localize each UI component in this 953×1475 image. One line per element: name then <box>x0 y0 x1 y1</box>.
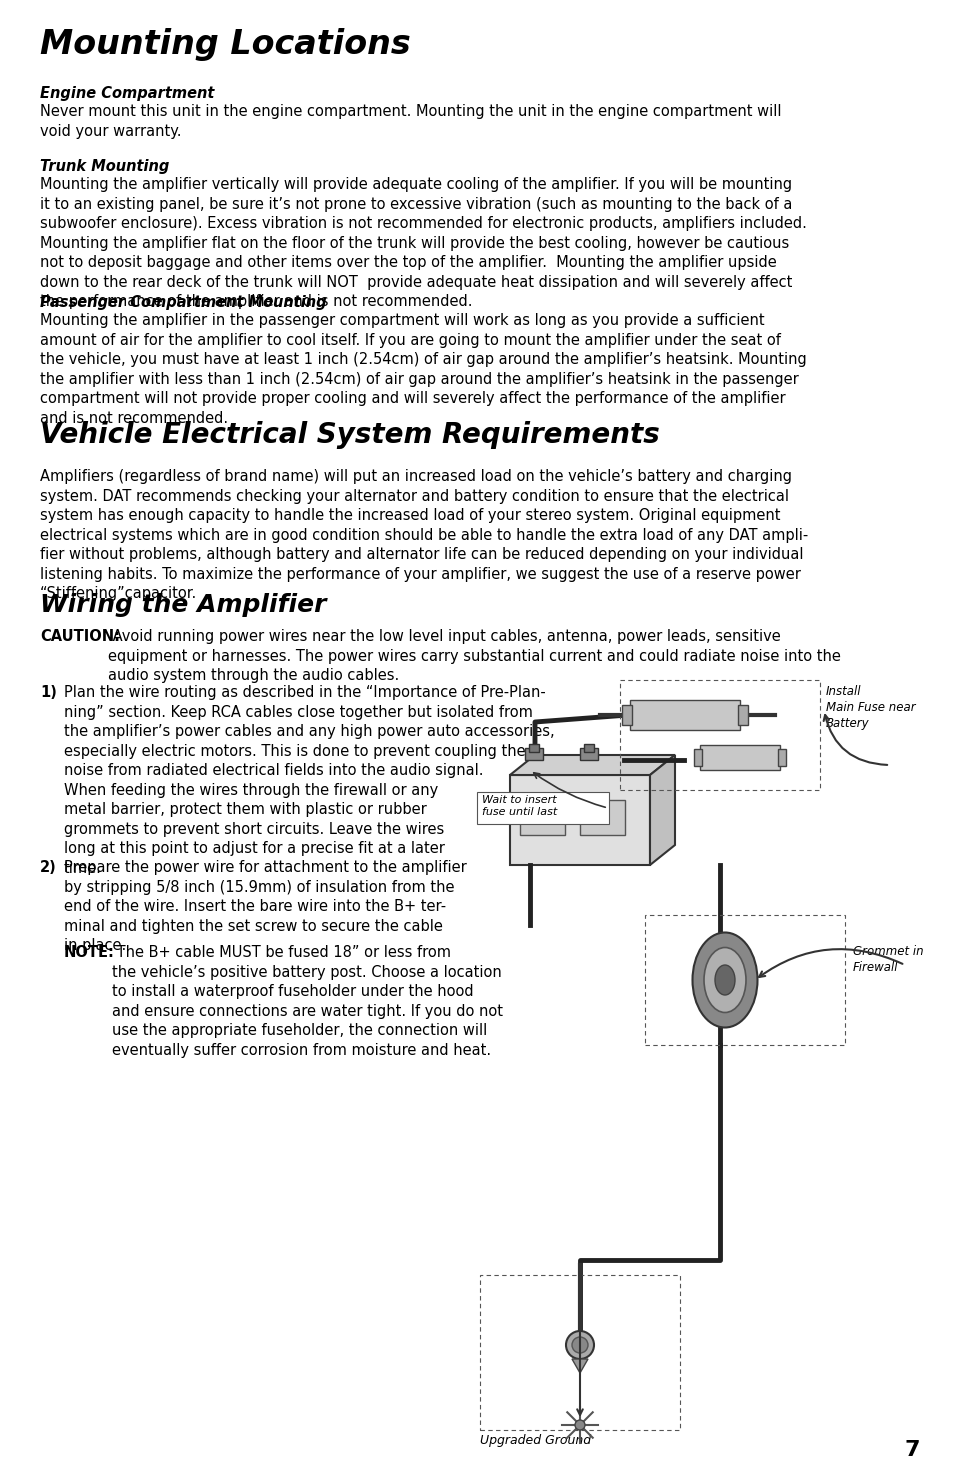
Bar <box>738 705 747 726</box>
Ellipse shape <box>714 965 734 996</box>
Text: NOTE:: NOTE: <box>64 945 114 960</box>
Ellipse shape <box>572 1336 587 1353</box>
Ellipse shape <box>575 1420 584 1429</box>
FancyBboxPatch shape <box>476 792 608 825</box>
Text: Vehicle Electrical System Requirements: Vehicle Electrical System Requirements <box>40 420 659 448</box>
Text: 1): 1) <box>40 684 57 701</box>
Bar <box>479 1274 679 1429</box>
Text: Wait to insert
fuse until last: Wait to insert fuse until last <box>481 795 557 817</box>
Bar <box>693 749 701 766</box>
Bar <box>700 745 780 770</box>
Ellipse shape <box>692 932 757 1028</box>
Bar <box>579 799 624 835</box>
Bar <box>778 749 785 766</box>
Text: Mounting the amplifier in the passenger compartment will work as long as you pro: Mounting the amplifier in the passenger … <box>40 313 806 426</box>
Text: The B+ cable MUST be fused 18” or less from
the vehicle’s positive battery post.: The B+ cable MUST be fused 18” or less f… <box>112 945 502 1058</box>
Text: Never mount this unit in the engine compartment. Mounting the unit in the engine: Never mount this unit in the engine comp… <box>40 105 781 139</box>
Text: Prepare the power wire for attachment to the amplifier
by stripping 5/8 inch (15: Prepare the power wire for attachment to… <box>64 860 466 953</box>
Bar <box>583 743 594 752</box>
Bar <box>621 705 631 726</box>
Text: Mounting Locations: Mounting Locations <box>40 28 411 60</box>
Text: Install
Main Fuse near
Battery: Install Main Fuse near Battery <box>825 684 915 730</box>
Bar <box>524 748 542 760</box>
Text: Engine Compartment: Engine Compartment <box>40 86 214 100</box>
Text: Avoid running power wires near the low level input cables, antenna, power leads,: Avoid running power wires near the low l… <box>108 628 840 683</box>
Bar <box>529 743 538 752</box>
Text: CAUTION:: CAUTION: <box>40 628 120 645</box>
Ellipse shape <box>703 947 745 1012</box>
Bar <box>619 680 820 791</box>
Polygon shape <box>572 1358 587 1373</box>
Text: Trunk Mounting: Trunk Mounting <box>40 159 170 174</box>
Text: Plan the wire routing as described in the “Importance of Pre-Plan-
ning” section: Plan the wire routing as described in th… <box>64 684 554 876</box>
Text: Wiring the Amplifier: Wiring the Amplifier <box>40 593 326 617</box>
Text: Amplifiers (regardless of brand name) will put an increased load on the vehicle’: Amplifiers (regardless of brand name) wi… <box>40 469 807 602</box>
Ellipse shape <box>565 1330 594 1358</box>
Polygon shape <box>510 774 649 864</box>
Bar <box>579 748 598 760</box>
Bar <box>519 799 564 835</box>
Bar <box>644 914 844 1044</box>
Text: 2): 2) <box>40 860 56 875</box>
Text: Upgraded Ground: Upgraded Ground <box>479 1434 591 1447</box>
Text: Mounting the amplifier vertically will provide adequate cooling of the amplifier: Mounting the amplifier vertically will p… <box>40 177 806 310</box>
Text: 7: 7 <box>903 1440 919 1460</box>
Text: Grommet in
Firewall: Grommet in Firewall <box>852 945 923 974</box>
Polygon shape <box>510 755 675 774</box>
Bar <box>629 701 740 730</box>
Text: Passenger Compartment Mounting: Passenger Compartment Mounting <box>40 295 326 310</box>
Polygon shape <box>649 755 675 864</box>
